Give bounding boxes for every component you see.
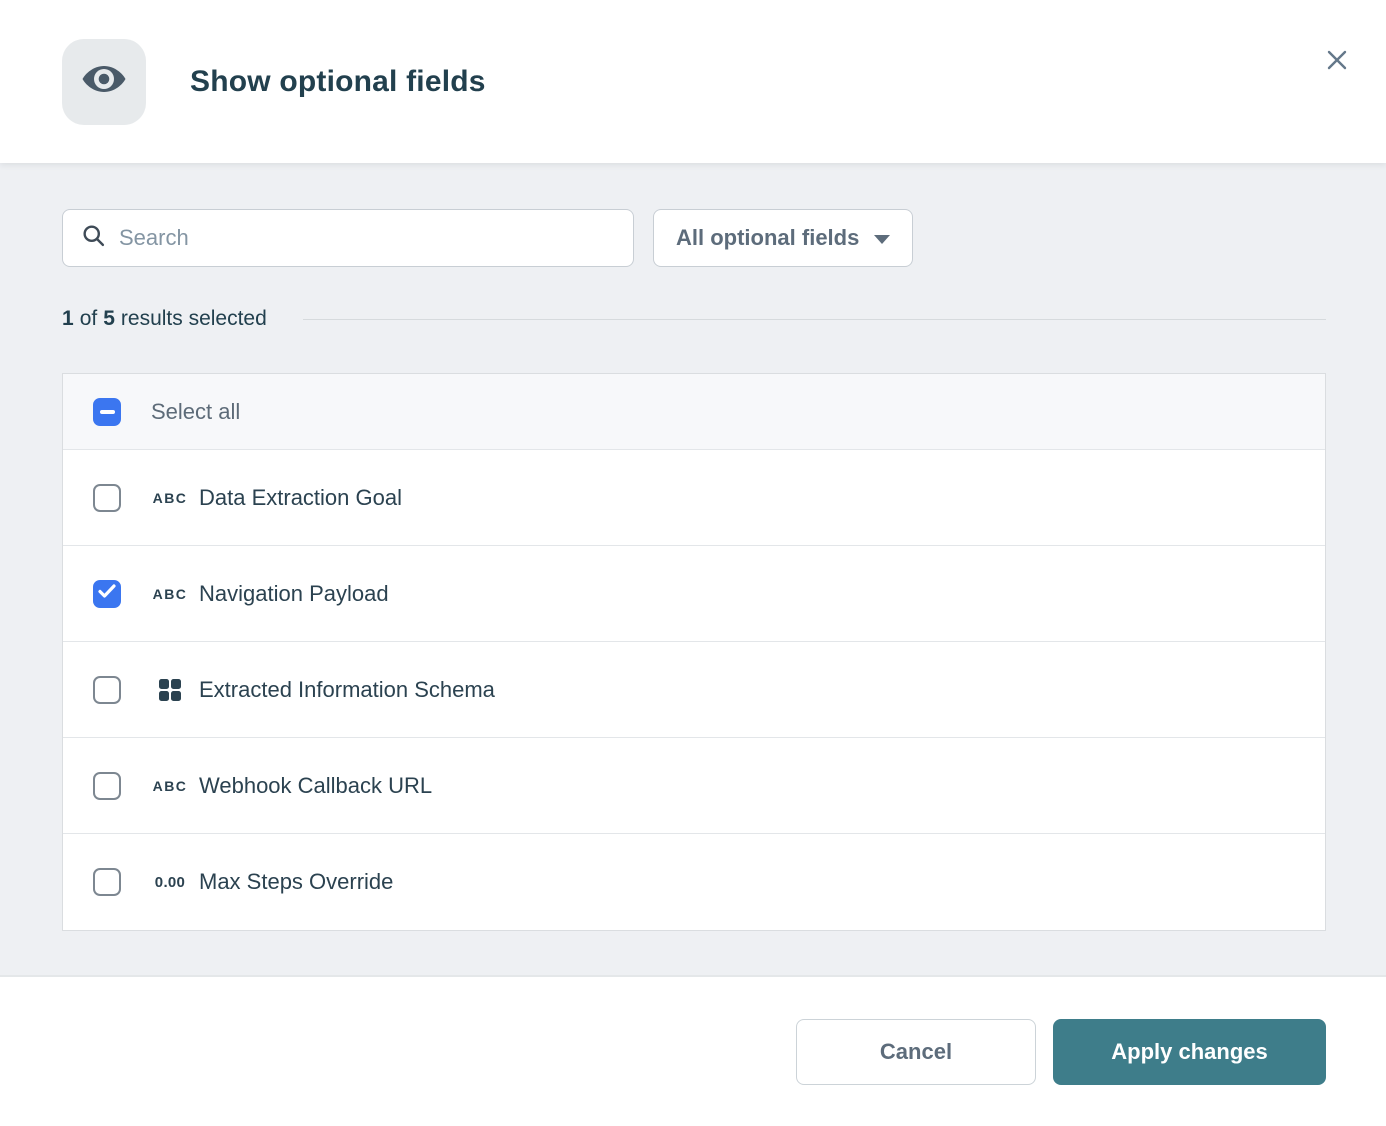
close-icon bbox=[1322, 45, 1352, 78]
abc-text-icon: ABC bbox=[152, 489, 188, 506]
selected-count: 1 bbox=[62, 307, 74, 330]
dialog-title: Show optional fields bbox=[190, 64, 486, 98]
grid-schema-icon bbox=[149, 678, 191, 701]
select-all-checkbox[interactable] bbox=[93, 397, 121, 426]
list-item[interactable]: ABC Webhook Callback URL bbox=[63, 738, 1325, 834]
of-word: of bbox=[79, 307, 98, 330]
close-button[interactable] bbox=[1318, 42, 1356, 80]
filter-dropdown-label: All optional fields bbox=[676, 225, 860, 250]
item-checkbox[interactable] bbox=[93, 579, 121, 608]
list-item[interactable]: ABC Navigation Payload bbox=[63, 546, 1325, 642]
item-checkbox[interactable] bbox=[93, 483, 121, 512]
cancel-button[interactable]: Cancel bbox=[796, 1018, 1036, 1085]
apply-changes-button[interactable]: Apply changes bbox=[1053, 1018, 1326, 1085]
item-label: Webhook Callback URL bbox=[199, 772, 433, 798]
select-all-label: Select all bbox=[151, 398, 241, 424]
item-label: Data Extraction Goal bbox=[199, 484, 402, 510]
search-box[interactable] bbox=[62, 209, 634, 267]
list-item[interactable]: Extracted Information Schema bbox=[63, 642, 1325, 738]
list-item[interactable]: ABC Data Extraction Goal bbox=[63, 450, 1325, 546]
results-suffix: results selected bbox=[120, 307, 267, 330]
item-label: Navigation Payload bbox=[199, 580, 389, 606]
divider bbox=[302, 318, 1326, 320]
dialog-header: Show optional fields bbox=[0, 0, 1386, 163]
item-checkbox[interactable] bbox=[93, 675, 121, 704]
indeterminate-minus-icon bbox=[99, 409, 115, 414]
search-input[interactable] bbox=[119, 225, 615, 251]
dialog-footer: Cancel Apply changes bbox=[0, 977, 1386, 1126]
results-summary: 1 of 5 results selected bbox=[62, 307, 273, 331]
checkmark-icon bbox=[98, 584, 116, 603]
list-item[interactable]: 0.00 Max Steps Override bbox=[63, 834, 1325, 930]
item-label: Extracted Information Schema bbox=[199, 676, 495, 702]
optional-fields-filter-dropdown[interactable]: All optional fields bbox=[653, 209, 914, 267]
controls-row: All optional fields bbox=[62, 209, 1326, 267]
results-summary-row: 1 of 5 results selected bbox=[62, 307, 1326, 331]
eye-icon bbox=[81, 56, 127, 107]
select-all-row[interactable]: Select all bbox=[63, 374, 1325, 450]
search-icon bbox=[81, 223, 106, 253]
total-count: 5 bbox=[103, 307, 115, 330]
item-label: Max Steps Override bbox=[199, 869, 394, 894]
abc-text-icon: ABC bbox=[152, 585, 188, 602]
number-icon: 0.00 bbox=[154, 873, 186, 891]
eye-icon-badge bbox=[62, 38, 146, 125]
optional-fields-list: Select all ABC Data Extraction Goal ABC … bbox=[62, 373, 1326, 931]
item-checkbox[interactable] bbox=[93, 771, 121, 800]
item-checkbox[interactable] bbox=[93, 868, 121, 896]
chevron-down-icon bbox=[874, 235, 891, 244]
abc-text-icon: ABC bbox=[152, 777, 188, 794]
